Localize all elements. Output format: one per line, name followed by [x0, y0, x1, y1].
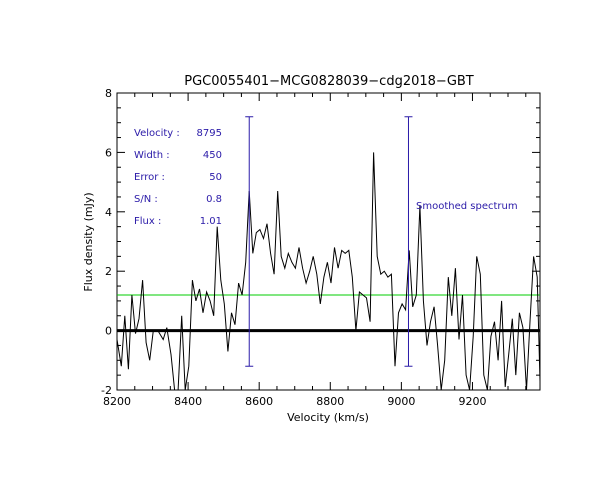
y-tick-label: 8 — [105, 87, 112, 100]
y-tick-label: 0 — [105, 325, 112, 338]
annotation-label: Width : — [134, 150, 170, 161]
annotation-value: 50 — [209, 172, 222, 183]
y-tick-label: 6 — [105, 146, 112, 159]
x-tick-label: 8800 — [316, 395, 344, 408]
annotation-value: 8795 — [197, 128, 222, 139]
annotation-label: Error : — [134, 172, 165, 183]
spectrum-line — [117, 152, 540, 390]
annotation-value: 450 — [203, 150, 222, 161]
annotation-label: S/N : — [134, 194, 158, 205]
x-tick-label: 8400 — [174, 395, 202, 408]
annotation-value: 1.01 — [200, 216, 222, 227]
y-tick-label: -2 — [101, 384, 112, 397]
x-tick-label: 9000 — [387, 395, 415, 408]
x-tick-label: 9200 — [458, 395, 486, 408]
smoothed-spectrum-label: Smoothed spectrum — [416, 201, 518, 212]
y-tick-label: 4 — [105, 206, 112, 219]
annotation-label: Velocity : — [134, 128, 180, 139]
y-tick-label: 2 — [105, 265, 112, 278]
plot-area: 8200 8400 8600 8800 9000 9200 -2 0 2 4 6 8 Velocity … — [101, 87, 541, 408]
x-tick-label: 8600 — [245, 395, 273, 408]
y-axis-label: Flux density (mJy) — [82, 192, 95, 291]
x-axis-label: Velocity (km/s) — [287, 411, 369, 424]
x-tick-label: 8200 — [103, 395, 131, 408]
chart-title: PGC0055401−MCG0828039−cdg2018−GBT — [184, 74, 474, 89]
annotation-label: Flux : — [134, 216, 161, 227]
annotation-value: 0.8 — [206, 194, 222, 205]
